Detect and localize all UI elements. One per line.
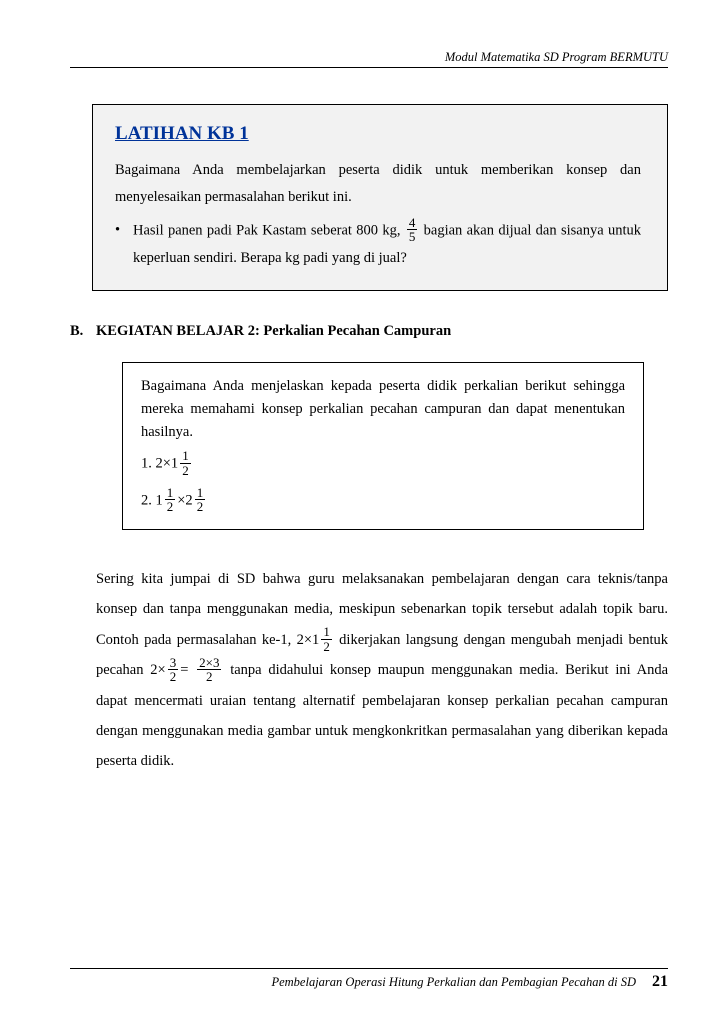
- bullet-text: Hasil panen padi Pak Kastam seberat 800 …: [133, 217, 641, 272]
- page-number: 21: [652, 973, 668, 991]
- latihan-intro: Bagaimana Anda membelajarkan peserta did…: [115, 157, 641, 211]
- fraction-4-5: 45: [407, 216, 418, 244]
- footer-text: Pembelajaran Operasi Hitung Perkalian da…: [271, 975, 636, 990]
- header-text: Modul Matematika SD Program BERMUTU: [445, 50, 668, 64]
- body-text-c: =: [180, 662, 195, 678]
- latihan-bullet: • Hasil panen padi Pak Kastam seberat 80…: [115, 217, 641, 272]
- latihan-box: LATIHAN KB 1 Bagaimana Anda membelajarka…: [92, 104, 668, 291]
- fraction-body-1: 12: [321, 625, 332, 653]
- body-paragraph: Sering kita jumpai di SD bahwa guru mela…: [96, 564, 668, 777]
- fraction-body-2: 32: [168, 656, 179, 684]
- page-header: Modul Matematika SD Program BERMUTU: [70, 50, 668, 68]
- fraction-body-3: 2×32: [197, 656, 221, 684]
- section-title: KEGIATAN BELAJAR 2: Perkalian Pecahan Ca…: [96, 323, 451, 340]
- body-text-d: tanpa didahului konsep maupun menggunaka…: [96, 662, 668, 769]
- section-heading: B. KEGIATAN BELAJAR 2: Perkalian Pecahan…: [70, 323, 668, 340]
- bullet-part-a: Hasil panen padi Pak Kastam seberat 800 …: [133, 222, 405, 238]
- question-intro: Bagaimana Anda menjelaskan kepada pesert…: [141, 375, 625, 445]
- section-label: B.: [70, 323, 96, 340]
- page-footer: Pembelajaran Operasi Hitung Perkalian da…: [70, 968, 668, 991]
- question-item-2: 2. 112×212: [141, 487, 625, 515]
- question-box: Bagaimana Anda menjelaskan kepada pesert…: [122, 362, 644, 530]
- bullet-icon: •: [115, 217, 133, 272]
- fraction-1-2c: 12: [195, 486, 206, 514]
- fraction-1-2a: 12: [180, 449, 191, 477]
- question-item-1: 1. 2×112: [141, 450, 625, 478]
- fraction-1-2b: 12: [165, 486, 176, 514]
- latihan-title: LATIHAN KB 1: [115, 123, 641, 145]
